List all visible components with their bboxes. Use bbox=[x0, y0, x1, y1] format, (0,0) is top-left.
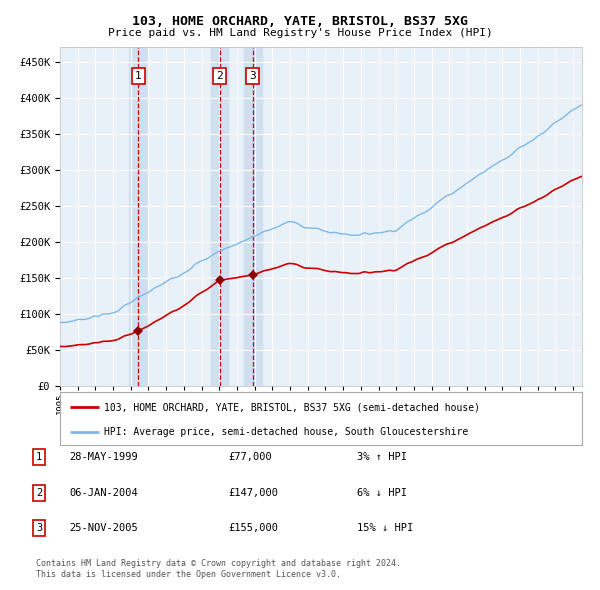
Text: 3: 3 bbox=[250, 71, 256, 81]
Text: 28-MAY-1999: 28-MAY-1999 bbox=[69, 453, 138, 462]
Text: 1: 1 bbox=[36, 453, 42, 462]
Text: £77,000: £77,000 bbox=[228, 453, 272, 462]
Text: 25-NOV-2005: 25-NOV-2005 bbox=[69, 523, 138, 533]
Text: 3: 3 bbox=[36, 523, 42, 533]
Text: 1: 1 bbox=[134, 71, 142, 81]
Text: Price paid vs. HM Land Registry's House Price Index (HPI): Price paid vs. HM Land Registry's House … bbox=[107, 28, 493, 38]
Text: 3% ↑ HPI: 3% ↑ HPI bbox=[357, 453, 407, 462]
Bar bbox=[129, 47, 147, 386]
Text: 103, HOME ORCHARD, YATE, BRISTOL, BS37 5XG (semi-detached house): 103, HOME ORCHARD, YATE, BRISTOL, BS37 5… bbox=[104, 402, 481, 412]
Text: 2: 2 bbox=[216, 71, 223, 81]
Text: £155,000: £155,000 bbox=[228, 523, 278, 533]
Bar bbox=[211, 47, 229, 386]
Text: This data is licensed under the Open Government Licence v3.0.: This data is licensed under the Open Gov… bbox=[36, 571, 341, 579]
Bar bbox=[244, 47, 262, 386]
Text: 103, HOME ORCHARD, YATE, BRISTOL, BS37 5XG: 103, HOME ORCHARD, YATE, BRISTOL, BS37 5… bbox=[132, 15, 468, 28]
Text: Contains HM Land Registry data © Crown copyright and database right 2024.: Contains HM Land Registry data © Crown c… bbox=[36, 559, 401, 568]
Text: 15% ↓ HPI: 15% ↓ HPI bbox=[357, 523, 413, 533]
Text: 06-JAN-2004: 06-JAN-2004 bbox=[69, 488, 138, 497]
Text: 6% ↓ HPI: 6% ↓ HPI bbox=[357, 488, 407, 497]
Text: £147,000: £147,000 bbox=[228, 488, 278, 497]
Text: 2: 2 bbox=[36, 488, 42, 497]
Text: HPI: Average price, semi-detached house, South Gloucestershire: HPI: Average price, semi-detached house,… bbox=[104, 427, 469, 437]
